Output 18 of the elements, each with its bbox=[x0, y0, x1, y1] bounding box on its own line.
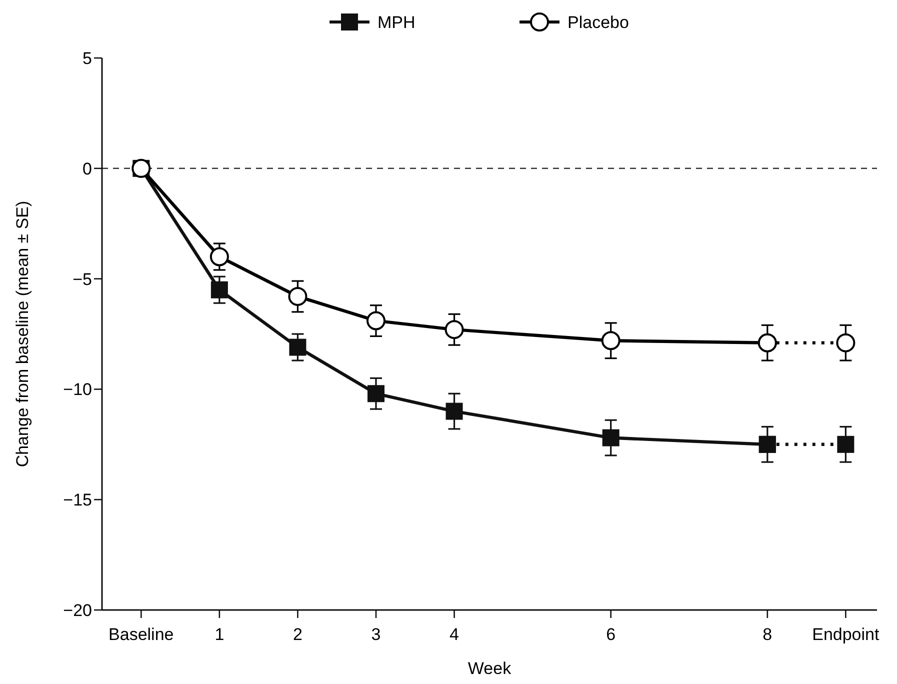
y-tick-label: −5 bbox=[72, 270, 92, 289]
x-tick-label: 1 bbox=[214, 625, 224, 644]
y-tick-label: −20 bbox=[63, 600, 92, 620]
legend-label: Placebo bbox=[568, 12, 629, 32]
x-tick-label: 8 bbox=[762, 625, 772, 644]
y-tick-label: −15 bbox=[63, 490, 92, 510]
x-tick-label: 6 bbox=[606, 625, 616, 644]
x-tick-label: Endpoint bbox=[812, 625, 880, 644]
x-tick-label: Baseline bbox=[108, 625, 174, 644]
y-tick-label: −10 bbox=[63, 380, 92, 400]
y-tick-label: 5 bbox=[82, 48, 92, 68]
legend-label: MPH bbox=[378, 12, 416, 32]
x-tick-label: 2 bbox=[292, 625, 302, 644]
y-tick-label: 0 bbox=[82, 159, 92, 178]
x-axis-title: Week bbox=[468, 659, 512, 678]
x-tick-label: 4 bbox=[450, 625, 460, 644]
y-axis-title: Change from baseline (mean ± SE) bbox=[13, 200, 32, 468]
x-tick-label: 3 bbox=[371, 625, 381, 644]
